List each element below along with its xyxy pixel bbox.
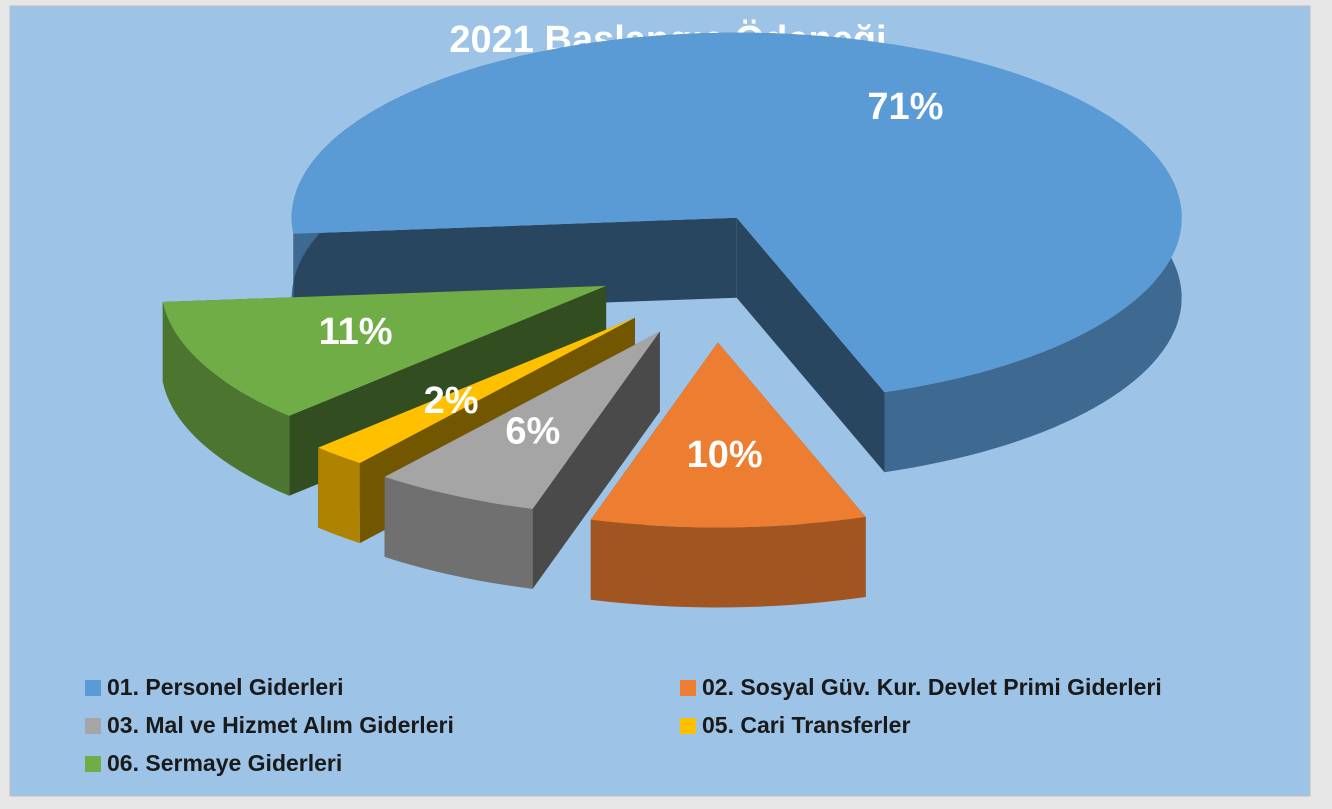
data-label: 71% <box>867 86 943 128</box>
slice <box>291 32 1182 393</box>
slice-outer-side <box>162 302 290 496</box>
legend-label: 05. Cari Transferler <box>702 712 910 738</box>
legend-swatch <box>85 756 101 772</box>
legend-label: 06. Sermaye Giderleri <box>107 750 342 776</box>
slice <box>590 342 866 528</box>
slice <box>162 285 607 416</box>
data-label: 11% <box>319 311 393 353</box>
slice-radial-side <box>293 217 737 314</box>
data-label: 10% <box>687 434 763 476</box>
slice <box>318 317 635 464</box>
data-label: 2% <box>424 380 479 422</box>
legend-label: 02. Sosyal Güv. Kur. Devlet Primi Giderl… <box>702 674 1162 700</box>
slice-outer-side <box>318 447 360 544</box>
legend-swatch <box>680 680 696 696</box>
legend-label: 03. Mal ve Hizmet Alım Giderleri <box>107 712 454 738</box>
legend-swatch <box>85 718 101 734</box>
legend-label: 01. Personel Giderleri <box>107 674 344 700</box>
data-label: 6% <box>505 410 560 452</box>
slice <box>384 331 660 509</box>
slice-sides <box>291 32 1182 473</box>
slice-radial-side <box>736 217 885 473</box>
slice-outer-side <box>384 476 533 589</box>
legend-swatch <box>85 680 101 696</box>
slice-outer-side <box>590 517 866 608</box>
legend-swatch <box>680 718 696 734</box>
